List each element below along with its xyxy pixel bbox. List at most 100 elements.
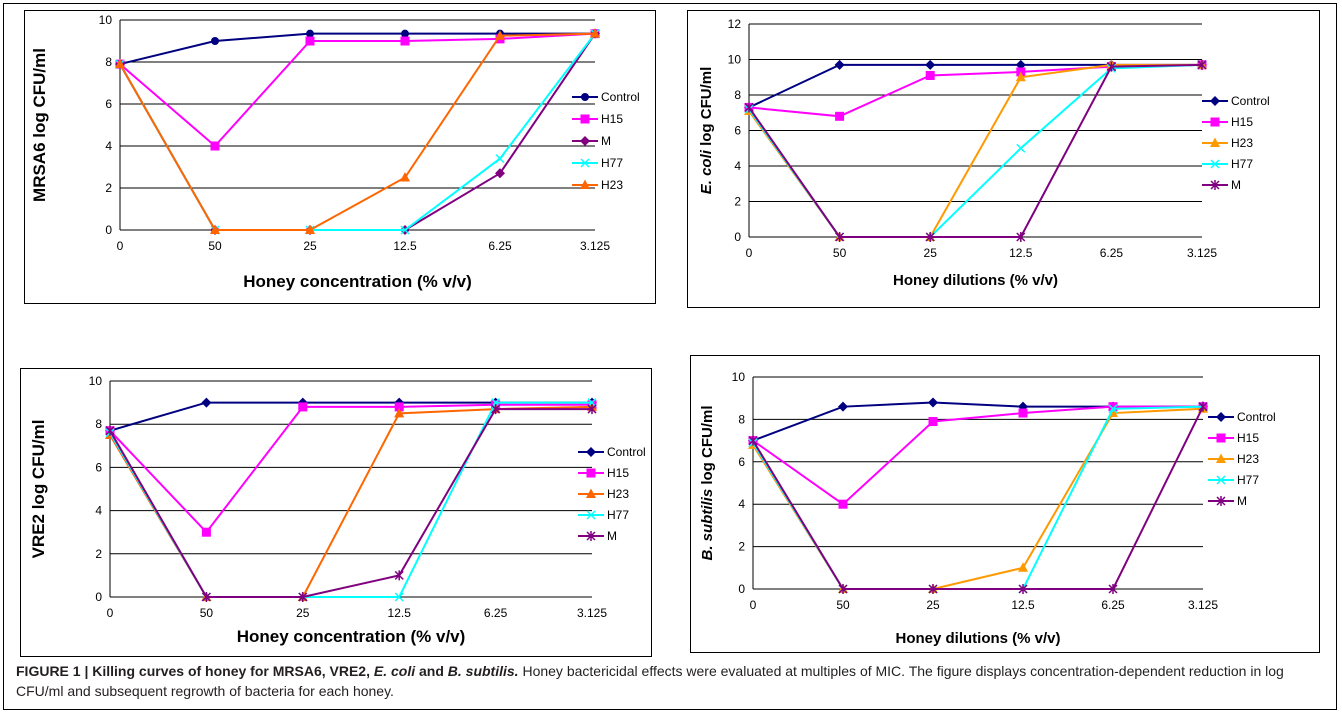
y-tick-label: 0 xyxy=(734,230,741,244)
x-tick-label: 50 xyxy=(208,239,222,253)
x-axis-label: Honey concentration (% v/v) xyxy=(237,627,466,646)
figure-caption: FIGURE 1 | Killing curves of honey for M… xyxy=(16,661,1326,701)
y-tick-label: 2 xyxy=(105,181,112,195)
legend-label: M xyxy=(1231,178,1241,192)
chart-svg: 0 2 4 6 8 10 0 50 25 12.5 6.25 3.125 Honey concentra… xyxy=(24,10,656,304)
data-point-h15 xyxy=(1019,409,1028,418)
data-point-h15 xyxy=(211,142,220,151)
y-tick-label: 6 xyxy=(95,460,102,474)
chart-panel-mrsa6: 0 2 4 6 8 10 0 50 25 12.5 6.25 3.125 Honey concentra… xyxy=(24,10,656,304)
x-tick-label: 12.5 xyxy=(1011,598,1035,612)
y-axis-label: VRE2 log CFU/ml xyxy=(29,420,48,559)
chart-border xyxy=(21,369,652,657)
y-tick-label: 0 xyxy=(738,582,745,596)
data-point-h15 xyxy=(202,528,211,537)
legend-label: M xyxy=(601,134,611,148)
y-tick-label: 4 xyxy=(105,139,112,153)
data-point-control xyxy=(306,30,314,38)
x-axis-label: Honey dilutions (% v/v) xyxy=(895,630,1060,647)
y-tick-label: 8 xyxy=(95,417,102,431)
chart-svg: 0246810120502512.56.253.125Honey dilutio… xyxy=(687,10,1320,308)
legend-marker xyxy=(581,115,590,124)
y-axis-label: MRSA6 log CFU/ml xyxy=(30,48,49,202)
y-tick-label: 10 xyxy=(728,53,742,67)
x-tick-label: 0 xyxy=(117,239,124,253)
x-tick-label: 25 xyxy=(924,246,938,260)
y-tick-label: 8 xyxy=(105,55,112,69)
data-point-h15 xyxy=(839,500,848,509)
legend-marker xyxy=(587,469,596,478)
caption-label: FIGURE 1 | Killing curves of honey for M… xyxy=(16,663,519,679)
y-tick-label: 6 xyxy=(105,97,112,111)
x-axis-label: Honey concentration (% v/v) xyxy=(243,272,472,291)
data-point-control xyxy=(401,30,409,38)
legend-label: H23 xyxy=(1237,452,1259,466)
x-tick-label: 6.25 xyxy=(1100,246,1124,260)
y-tick-label: 10 xyxy=(89,374,103,388)
x-tick-label: 12.5 xyxy=(393,239,417,253)
y-tick-label: 4 xyxy=(734,159,741,173)
y-tick-label: 2 xyxy=(738,540,745,554)
y-tick-label: 0 xyxy=(95,590,102,604)
y-tick-label: 8 xyxy=(738,412,745,426)
y-tick-label: 4 xyxy=(95,504,102,518)
legend-label: Control xyxy=(601,90,640,104)
y-tick-label: 12 xyxy=(728,17,742,31)
y-tick-label: 10 xyxy=(732,370,746,384)
x-tick-label: 3.125 xyxy=(577,606,607,620)
y-tick-label: 0 xyxy=(105,223,112,237)
y-tick-label: 10 xyxy=(99,13,113,27)
y-tick-label: 2 xyxy=(95,547,102,561)
x-tick-label: 25 xyxy=(303,239,317,253)
x-tick-label: 12.5 xyxy=(388,606,412,620)
legend-label: H23 xyxy=(607,487,629,501)
x-tick-label: 0 xyxy=(107,606,114,620)
legend-marker xyxy=(581,93,589,101)
y-axis-label: B. subtilis log CFU/ml xyxy=(699,405,716,560)
x-tick-label: 0 xyxy=(750,598,757,612)
x-tick-label: 12.5 xyxy=(1009,246,1033,260)
data-point-h15 xyxy=(926,71,935,80)
x-tick-label: 25 xyxy=(296,606,310,620)
legend-marker xyxy=(1217,434,1226,443)
x-tick-label: 3.125 xyxy=(580,239,610,253)
legend-label: H23 xyxy=(601,178,623,192)
legend-label: H15 xyxy=(1237,431,1259,445)
legend-label: M xyxy=(607,529,617,543)
x-tick-label: 3.125 xyxy=(1188,598,1218,612)
chart-svg: 0 2 4 6 8 10 0 50 25 12.5 6.25 3.125 Honey concentra… xyxy=(20,368,652,657)
chart-panel-ecoli: 0246810120502512.56.253.125Honey dilutio… xyxy=(687,10,1320,308)
legend-label: H23 xyxy=(1231,136,1253,150)
legend-label: H77 xyxy=(601,156,623,170)
x-tick-label: 50 xyxy=(836,598,850,612)
data-point-h15 xyxy=(298,402,307,411)
chart-panel-vre2: 0 2 4 6 8 10 0 50 25 12.5 6.25 3.125 Honey concentra… xyxy=(20,368,652,657)
chart-svg: 0 2 4 6 8 10 0 50 25 12.5 6.25 3.125 Honey dilutions… xyxy=(690,355,1320,653)
legend-marker xyxy=(1211,118,1220,127)
legend-label: Control xyxy=(1231,94,1270,108)
x-tick-label: 6.25 xyxy=(484,606,508,620)
legend-label: H15 xyxy=(607,466,629,480)
legend-label: Control xyxy=(607,445,646,459)
legend-label: H15 xyxy=(1231,115,1253,129)
x-tick-label: 3.125 xyxy=(1187,246,1217,260)
y-tick-label: 4 xyxy=(738,497,745,511)
y-tick-label: 6 xyxy=(734,124,741,138)
legend-label: M xyxy=(1237,494,1247,508)
chart-border xyxy=(25,11,656,304)
x-tick-label: 50 xyxy=(200,606,214,620)
legend-label: H15 xyxy=(601,112,623,126)
legend-label: H77 xyxy=(1231,157,1253,171)
y-axis-label: E. coli log CFU/ml xyxy=(698,67,715,195)
x-tick-label: 6.25 xyxy=(1101,598,1125,612)
chart-panel-bsubtilis: 0 2 4 6 8 10 0 50 25 12.5 6.25 3.125 Honey dilutions… xyxy=(690,355,1320,653)
data-point-h15 xyxy=(835,112,844,121)
y-tick-label: 6 xyxy=(738,455,745,469)
legend-label: Control xyxy=(1237,410,1276,424)
data-point-h15 xyxy=(929,417,938,426)
x-axis-label: Honey dilutions (% v/v) xyxy=(893,272,1058,289)
legend-label: H77 xyxy=(1237,473,1259,487)
data-point-h15 xyxy=(306,37,315,46)
x-tick-label: 25 xyxy=(926,598,940,612)
x-tick-label: 6.25 xyxy=(488,239,512,253)
